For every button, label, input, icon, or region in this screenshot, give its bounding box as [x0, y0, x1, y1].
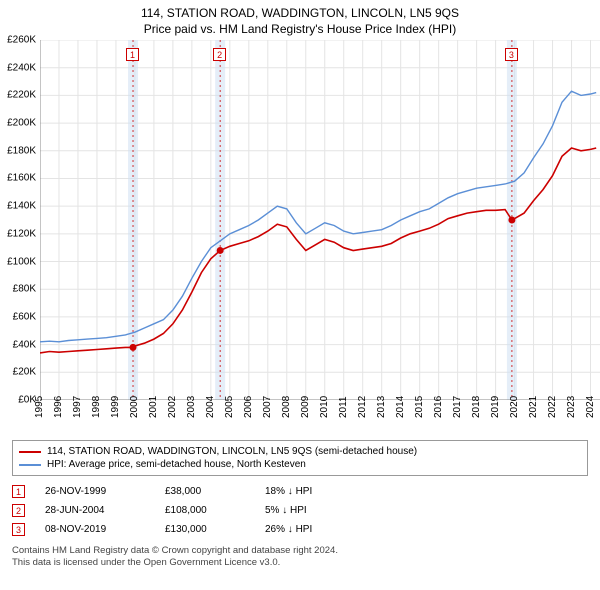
sale-row: 2 28-JUN-2004 £108,000 5% ↓ HPI: [12, 501, 588, 520]
x-tick-label: 2017: [452, 396, 463, 418]
x-tick-label: 2019: [490, 396, 501, 418]
x-tick-label: 1999: [110, 396, 121, 418]
footer-line-2: This data is licensed under the Open Gov…: [12, 557, 588, 569]
sale-price: £130,000: [165, 524, 245, 535]
sale-badge: 3: [12, 523, 25, 536]
x-tick-label: 2001: [148, 396, 159, 418]
y-tick-label: £60K: [13, 311, 36, 322]
y-tick-label: £260K: [7, 35, 36, 46]
x-tick-label: 2015: [414, 396, 425, 418]
x-tick-label: 2016: [433, 396, 444, 418]
chart-title: 114, STATION ROAD, WADDINGTON, LINCOLN, …: [0, 0, 600, 20]
x-tick-label: 1997: [72, 396, 83, 418]
sale-marker-badge: 1: [126, 48, 139, 61]
legend-item-subject: 114, STATION ROAD, WADDINGTON, LINCOLN, …: [19, 445, 581, 458]
sale-row: 1 26-NOV-1999 £38,000 18% ↓ HPI: [12, 482, 588, 501]
sale-delta: 18% ↓ HPI: [265, 486, 345, 497]
x-tick-label: 2003: [186, 396, 197, 418]
x-tick-label: 2022: [547, 396, 558, 418]
chart-plot-area: £0K£20K£40K£60K£80K£100K£120K£140K£160K£…: [40, 40, 600, 400]
x-tick-label: 2008: [281, 396, 292, 418]
x-tick-label: 2021: [528, 396, 539, 418]
footer: Contains HM Land Registry data © Crown c…: [12, 545, 588, 570]
x-tick-label: 2009: [300, 396, 311, 418]
legend-swatch-hpi: [19, 464, 41, 466]
x-tick-label: 2006: [243, 396, 254, 418]
chart-container: 114, STATION ROAD, WADDINGTON, LINCOLN, …: [0, 0, 600, 590]
legend-label-hpi: HPI: Average price, semi-detached house,…: [47, 459, 306, 470]
sale-price: £38,000: [165, 486, 245, 497]
x-tick-label: 2013: [376, 396, 387, 418]
y-tick-label: £100K: [7, 256, 36, 267]
sale-delta: 26% ↓ HPI: [265, 524, 345, 535]
sale-delta: 5% ↓ HPI: [265, 505, 345, 516]
x-axis: 1995199619971998199920002001200220032004…: [40, 400, 600, 430]
x-tick-label: 2020: [509, 396, 520, 418]
line-chart-svg: [40, 40, 600, 400]
x-tick-label: 1996: [53, 396, 64, 418]
x-tick-label: 2014: [395, 396, 406, 418]
sale-price: £108,000: [165, 505, 245, 516]
legend-swatch-subject: [19, 451, 41, 453]
sale-marker-badge: 3: [505, 48, 518, 61]
x-tick-label: 2002: [167, 396, 178, 418]
y-tick-label: £40K: [13, 339, 36, 350]
y-tick-label: £20K: [13, 367, 36, 378]
y-tick-label: £200K: [7, 118, 36, 129]
x-tick-label: 2018: [471, 396, 482, 418]
legend-item-hpi: HPI: Average price, semi-detached house,…: [19, 458, 581, 471]
sales-table: 1 26-NOV-1999 £38,000 18% ↓ HPI 2 28-JUN-2004…: [12, 482, 588, 539]
x-tick-label: 2004: [205, 396, 216, 418]
y-tick-label: £220K: [7, 90, 36, 101]
x-tick-label: 2005: [224, 396, 235, 418]
legend-label-subject: 114, STATION ROAD, WADDINGTON, LINCOLN, …: [47, 446, 417, 457]
x-tick-label: 1995: [34, 396, 45, 418]
x-tick-label: 2011: [338, 396, 349, 418]
y-tick-label: £240K: [7, 62, 36, 73]
x-tick-label: 2012: [357, 396, 368, 418]
x-tick-label: 2023: [566, 396, 577, 418]
sale-marker-badge: 2: [213, 48, 226, 61]
sale-date: 28-JUN-2004: [45, 505, 145, 516]
x-tick-label: 2000: [129, 396, 140, 418]
y-tick-label: £80K: [13, 284, 36, 295]
x-tick-label: 2007: [262, 396, 273, 418]
legend: 114, STATION ROAD, WADDINGTON, LINCOLN, …: [12, 440, 588, 476]
sale-date: 08-NOV-2019: [45, 524, 145, 535]
x-tick-label: 2010: [319, 396, 330, 418]
y-tick-label: £160K: [7, 173, 36, 184]
sale-date: 26-NOV-1999: [45, 486, 145, 497]
footer-line-1: Contains HM Land Registry data © Crown c…: [12, 545, 588, 557]
sale-badge: 2: [12, 504, 25, 517]
x-tick-label: 1998: [91, 396, 102, 418]
sale-badge: 1: [12, 485, 25, 498]
y-tick-label: £180K: [7, 145, 36, 156]
y-tick-label: £120K: [7, 228, 36, 239]
chart-subtitle: Price paid vs. HM Land Registry's House …: [0, 20, 600, 40]
sale-row: 3 08-NOV-2019 £130,000 26% ↓ HPI: [12, 520, 588, 539]
y-tick-label: £140K: [7, 201, 36, 212]
y-axis: £0K£20K£40K£60K£80K£100K£120K£140K£160K£…: [0, 40, 38, 400]
x-tick-label: 2024: [585, 396, 596, 418]
